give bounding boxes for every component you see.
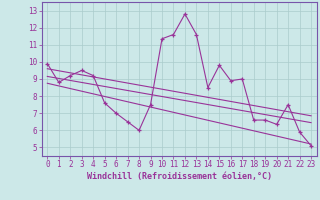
X-axis label: Windchill (Refroidissement éolien,°C): Windchill (Refroidissement éolien,°C)	[87, 172, 272, 181]
